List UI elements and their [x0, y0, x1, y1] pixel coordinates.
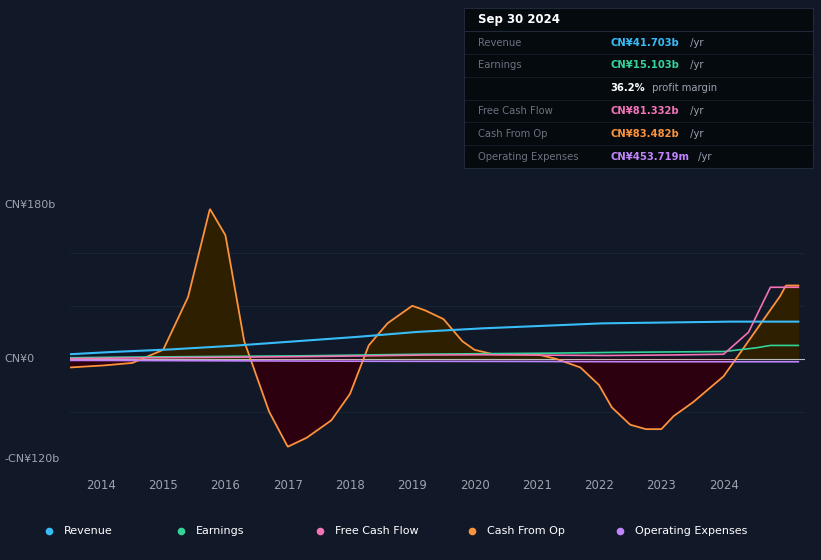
Text: -CN¥120b: -CN¥120b — [4, 454, 59, 464]
Text: CN¥15.103b: CN¥15.103b — [610, 60, 679, 71]
Text: Earnings: Earnings — [195, 526, 244, 536]
Text: Cash From Op: Cash From Op — [487, 526, 565, 536]
Text: 36.2%: 36.2% — [610, 83, 645, 93]
Text: CN¥0: CN¥0 — [4, 354, 34, 363]
Text: /yr: /yr — [687, 129, 704, 139]
Text: CN¥180b: CN¥180b — [4, 200, 55, 210]
Text: Free Cash Flow: Free Cash Flow — [335, 526, 419, 536]
Text: Free Cash Flow: Free Cash Flow — [478, 106, 553, 116]
Text: Revenue: Revenue — [64, 526, 112, 536]
Text: /yr: /yr — [687, 106, 704, 116]
Text: Operating Expenses: Operating Expenses — [478, 152, 578, 162]
Text: Sep 30 2024: Sep 30 2024 — [478, 13, 560, 26]
Text: /yr: /yr — [687, 38, 704, 48]
Text: Operating Expenses: Operating Expenses — [635, 526, 747, 536]
Text: CN¥83.482b: CN¥83.482b — [610, 129, 679, 139]
Text: profit margin: profit margin — [649, 83, 717, 93]
Text: CN¥81.332b: CN¥81.332b — [610, 106, 679, 116]
Text: CN¥453.719m: CN¥453.719m — [610, 152, 690, 162]
Text: /yr: /yr — [687, 60, 704, 71]
Text: /yr: /yr — [695, 152, 711, 162]
Text: Revenue: Revenue — [478, 38, 521, 48]
Text: Earnings: Earnings — [478, 60, 521, 71]
Text: Cash From Op: Cash From Op — [478, 129, 548, 139]
Text: CN¥41.703b: CN¥41.703b — [610, 38, 679, 48]
